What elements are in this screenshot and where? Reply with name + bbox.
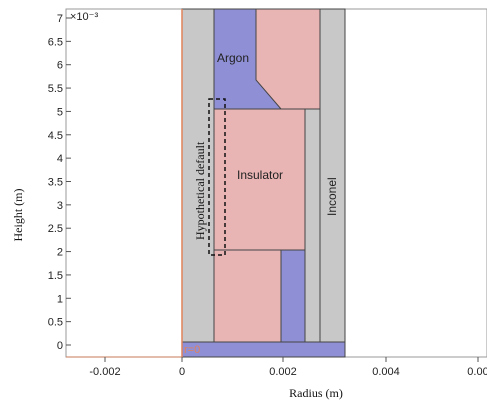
hypothetical-default-box [208,98,226,256]
x-tick-label: 0.002 [269,366,297,378]
y-tick-label: 7 [57,13,63,25]
x-tick-label: 0.004 [372,366,400,378]
x-tick-label: 0.00 [467,366,487,378]
y-axis-ticks: 7 6.5 6 5.5 5 4.5 4 3.5 3 2.5 2 1.5 1 0.5 0 [48,13,71,352]
y-tick-label: 2 [57,247,63,259]
inconel-label: Inconel [325,177,339,216]
hypothetical-default-label: Hypothetical default [193,141,207,240]
y-tick-label: 4.5 [48,130,63,142]
insulator-label: Insulator [237,168,283,182]
argon-label: Argon [217,51,249,65]
r0-label: r=0 [184,344,200,356]
insulator-bottom-block [213,249,282,343]
y-axis-label: Height (m) [11,189,25,242]
y-tick-label: 5.5 [48,83,63,95]
y-tick-label: 3.5 [48,177,63,189]
y-tick-label: 0.5 [48,317,63,329]
y-tick-label: 2.5 [48,223,63,235]
insulator-block [213,108,306,251]
y-tick-label: 6 [57,60,63,72]
bottom-strip [181,341,346,358]
y-tick-label: 1.5 [48,270,63,282]
y-tick-label: 6.5 [48,36,63,48]
exponent-label: ×10⁻³ [70,11,98,23]
x-axis-ticks: -0.002 0 0.002 0.004 0.00 [89,357,487,378]
x-tick-label: -0.002 [89,366,120,378]
x-axis-label: Radius (m) [289,386,343,400]
y-tick-label: 1 [57,293,63,305]
y-tick-label: 0 [57,340,63,352]
x-tick-label: 0 [179,366,185,378]
y-tick-label: 5 [57,106,63,118]
y-tick-label: 4 [57,153,63,165]
y-tick-label: 3 [57,200,63,212]
